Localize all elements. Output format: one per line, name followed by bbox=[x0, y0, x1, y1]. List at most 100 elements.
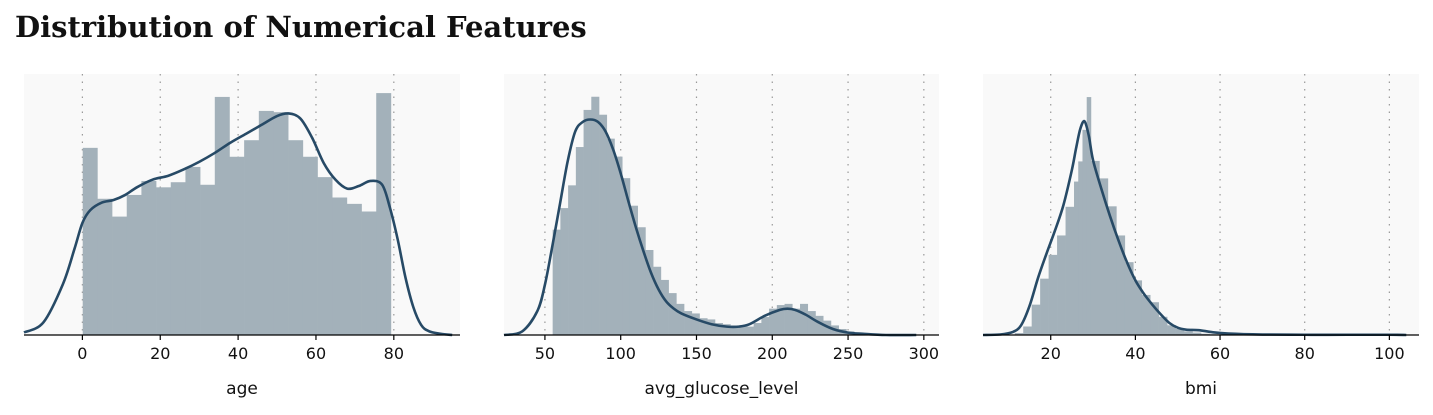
histogram-bar bbox=[346, 203, 362, 335]
x-axis-label: bmi bbox=[1185, 379, 1217, 399]
histogram-bar bbox=[606, 138, 615, 335]
histogram-bar bbox=[645, 249, 654, 335]
histogram-bar bbox=[1090, 160, 1100, 335]
histogram-bar bbox=[82, 147, 98, 335]
histogram-bar bbox=[112, 216, 128, 335]
histogram-bar bbox=[376, 93, 392, 335]
histogram-bar bbox=[730, 325, 739, 335]
histogram-bar bbox=[769, 308, 778, 335]
histogram-bar bbox=[653, 266, 662, 335]
histogram-bar bbox=[97, 198, 113, 335]
histogram-bar bbox=[1031, 304, 1041, 335]
x-tick-label: 80 bbox=[1295, 344, 1315, 363]
histogram-bar bbox=[185, 166, 201, 335]
histogram-bar bbox=[1099, 178, 1109, 335]
kde-curve bbox=[23, 112, 453, 337]
histogram-bar bbox=[560, 208, 569, 335]
histogram-bar bbox=[568, 185, 577, 335]
histogram-bar bbox=[1175, 328, 1185, 335]
x-axis-label: age bbox=[226, 379, 258, 399]
x-tick-label: 40 bbox=[1125, 344, 1145, 363]
histogram-bar bbox=[273, 112, 289, 335]
kde-curve bbox=[503, 118, 917, 337]
histogram-bar bbox=[244, 140, 260, 335]
histogram-bar bbox=[1150, 302, 1159, 335]
histogram-bar bbox=[1158, 316, 1168, 335]
histogram-bar bbox=[200, 184, 216, 335]
x-tick-label: 0 bbox=[77, 344, 87, 363]
histogram-bar bbox=[1192, 332, 1202, 335]
histogram-bar bbox=[1167, 325, 1176, 335]
histogram-bar bbox=[332, 197, 348, 335]
x-tick-label: 40 bbox=[228, 344, 248, 363]
x-tick-label: 60 bbox=[306, 344, 326, 363]
x-tick-label: 150 bbox=[681, 344, 712, 363]
x-tick-label: 100 bbox=[1374, 344, 1405, 363]
histogram-bar bbox=[599, 114, 608, 335]
x-tick-label: 50 bbox=[535, 344, 555, 363]
histogram-bar bbox=[707, 319, 716, 335]
histogram-bar bbox=[699, 318, 708, 335]
x-tick-label: 300 bbox=[909, 344, 940, 363]
histogram-bar bbox=[1086, 97, 1092, 335]
histogram-bar bbox=[815, 315, 824, 335]
histogram-bar bbox=[141, 180, 157, 335]
histogram-bar bbox=[660, 279, 669, 335]
histogram-bar bbox=[614, 156, 623, 335]
x-tick-label: 20 bbox=[150, 344, 170, 363]
histogram-bar bbox=[1078, 161, 1083, 335]
histogram-bar bbox=[1184, 331, 1193, 335]
histogram-bar bbox=[1065, 206, 1075, 335]
histogram-bar bbox=[1048, 254, 1058, 335]
histogram-bar bbox=[629, 205, 638, 335]
x-tick-label: 60 bbox=[1210, 344, 1230, 363]
x-tick-label: 20 bbox=[1041, 344, 1061, 363]
histogram-bar bbox=[691, 313, 700, 335]
histogram-bar bbox=[288, 140, 304, 335]
histogram-bar bbox=[258, 110, 274, 335]
histogram-bar bbox=[668, 293, 677, 335]
histogram-bar bbox=[745, 326, 754, 335]
histogram-bar bbox=[1133, 280, 1143, 335]
x-tick-label: 80 bbox=[384, 344, 404, 363]
histogram-bar bbox=[738, 326, 747, 335]
x-tick-label: 200 bbox=[757, 344, 788, 363]
kde-curve bbox=[982, 119, 1407, 337]
histogram-bar bbox=[784, 303, 793, 335]
histogram-bar bbox=[583, 109, 592, 335]
histogram-bar bbox=[1116, 235, 1126, 335]
histogram-bar bbox=[229, 156, 245, 335]
histogram-bar bbox=[126, 194, 142, 335]
histogram-bar bbox=[676, 303, 685, 335]
histogram-bar bbox=[361, 211, 377, 335]
histogram-bar bbox=[1023, 326, 1032, 335]
histogram-bar bbox=[800, 303, 809, 335]
x-axis-label: avg_glucose_level bbox=[644, 379, 798, 399]
histogram-bar bbox=[622, 178, 631, 335]
histogram-bar bbox=[1124, 262, 1134, 335]
histogram-bar bbox=[1082, 129, 1088, 335]
x-tick-label: 250 bbox=[833, 344, 864, 363]
histogram-bar bbox=[156, 187, 172, 335]
histogram-bar bbox=[552, 229, 561, 335]
histogram-bar bbox=[807, 311, 816, 335]
histogram-bar bbox=[317, 177, 333, 335]
histogram-bar bbox=[722, 324, 731, 335]
histogram-bar bbox=[170, 182, 186, 335]
histogram-bar bbox=[1107, 206, 1117, 335]
histogram-bar bbox=[1057, 235, 1066, 335]
histogram-bar bbox=[302, 156, 318, 335]
histogram-bar bbox=[684, 311, 693, 335]
x-tick-label: 100 bbox=[605, 344, 636, 363]
histogram-bar bbox=[575, 147, 584, 335]
histogram-bar bbox=[761, 317, 770, 335]
histogram-bar bbox=[1074, 181, 1079, 335]
histogram-bar bbox=[776, 305, 785, 335]
histogram-bar bbox=[214, 96, 230, 335]
histogram-bar bbox=[1014, 333, 1024, 335]
histogram-bar bbox=[1040, 278, 1049, 335]
histogram-bar bbox=[591, 96, 600, 335]
